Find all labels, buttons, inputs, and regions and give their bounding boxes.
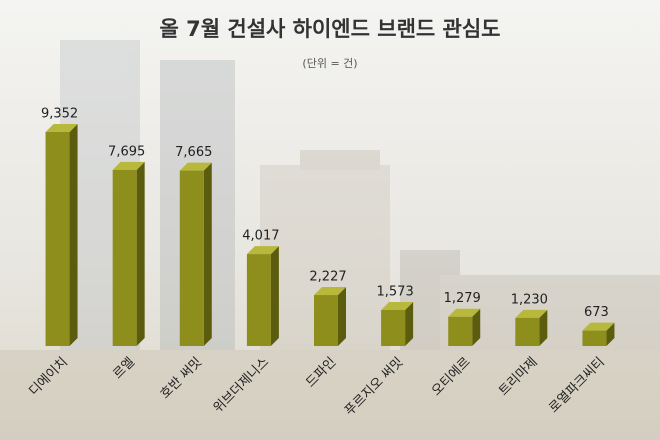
bar: [448, 316, 473, 346]
bar-top: [582, 322, 615, 331]
bar-side: [539, 309, 548, 346]
value-label: 1,279: [444, 291, 481, 306]
bar-top: [246, 246, 279, 255]
bar-top: [448, 308, 481, 317]
bar-side: [270, 246, 279, 346]
bar-side: [136, 161, 145, 346]
background-buildings: [0, 40, 660, 440]
bar: [179, 170, 204, 346]
bar-side: [338, 287, 346, 346]
bar-top: [45, 124, 78, 132]
value-label: 7,665: [175, 145, 212, 160]
value-label: 1,573: [377, 285, 414, 300]
value-label: 673: [584, 305, 609, 320]
bar: [582, 330, 607, 346]
bar: [381, 310, 406, 346]
bar: [45, 132, 70, 346]
bar-side: [606, 322, 615, 346]
value-label: 2,227: [309, 270, 346, 285]
bar: [112, 169, 137, 346]
value-label: 1,230: [511, 292, 548, 307]
chart-subtitle: (단위 = 건): [302, 57, 357, 70]
bar-side: [405, 302, 414, 346]
bar-top: [381, 302, 414, 311]
bar-top: [314, 287, 346, 296]
bar-side: [472, 308, 481, 346]
chart-title: 올 7월 건설사 하이엔드 브랜드 관심도: [160, 17, 501, 41]
bar-side: [69, 124, 78, 346]
bar: [246, 254, 271, 346]
bar-top: [515, 309, 548, 318]
bar: [314, 295, 338, 346]
bar-top: [179, 162, 212, 171]
value-label: 9,352: [41, 107, 78, 122]
bar-side: [203, 162, 212, 346]
value-label: 7,695: [108, 144, 145, 159]
value-label: 4,017: [242, 229, 279, 244]
bar: [515, 317, 540, 346]
bar-top: [112, 161, 145, 170]
